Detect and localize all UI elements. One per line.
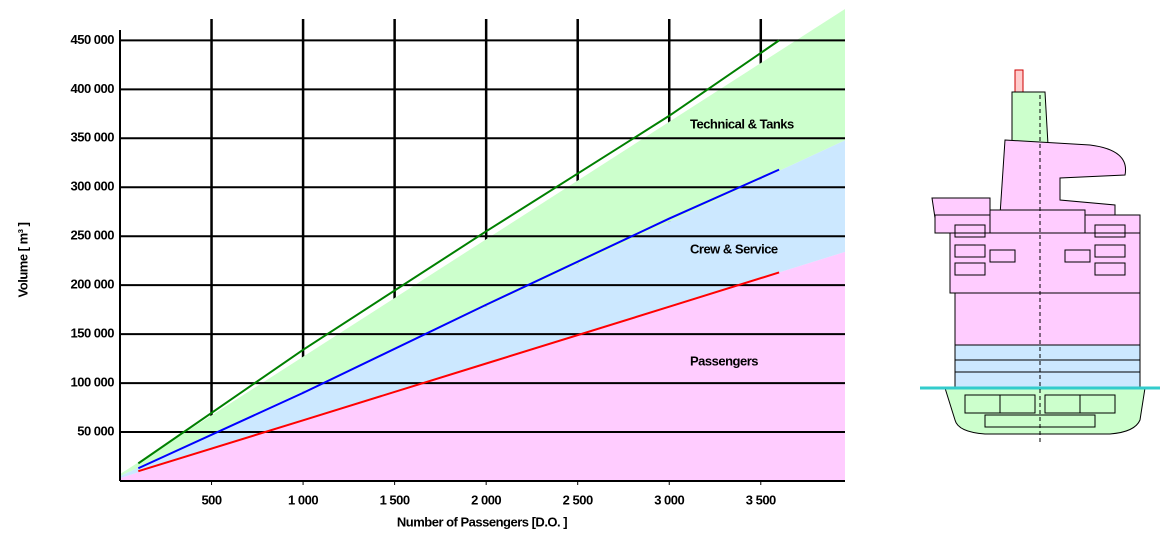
line: [137, 168, 780, 470]
y-tick-label: 400 000: [71, 81, 115, 96]
area-label: Passengers: [690, 353, 758, 368]
plot: 500 1 000 1 500 2 000 2 500 3 000 3 500 50 000 1…: [71, 9, 845, 507]
x-tick-label: 2 000: [471, 492, 501, 507]
ship-diagram: [920, 69, 1160, 445]
y-tick-label: 200 000: [71, 277, 115, 292]
area-label: Crew & Service: [690, 241, 778, 256]
line: [138, 271, 780, 473]
x-tick-label: 1 000: [288, 492, 318, 507]
x-axis-label: Number of Passengers [D.O. ]: [397, 514, 567, 529]
y-tick-label: 350 000: [71, 130, 115, 145]
x-tick-label: 3 500: [746, 492, 776, 507]
x-tick-label: 500: [201, 492, 221, 507]
x-tick-label: 1 500: [380, 492, 410, 507]
x-tick-label: 2 500: [563, 492, 593, 507]
y-tick-label: 50 000: [77, 423, 114, 438]
y-tick-label: 450 000: [71, 32, 115, 47]
y-tick-label: 300 000: [71, 179, 115, 194]
line: [137, 39, 780, 465]
y-tick-label: 100 000: [71, 375, 115, 390]
area: [120, 9, 845, 477]
y-tick-label: 150 000: [71, 326, 115, 341]
y-axis-label: Volume [ m³ ]: [15, 222, 30, 297]
x-tick-label: 3 000: [654, 492, 684, 507]
y-tick-label: 250 000: [71, 228, 115, 243]
area-label: Technical & Tanks: [690, 116, 794, 131]
